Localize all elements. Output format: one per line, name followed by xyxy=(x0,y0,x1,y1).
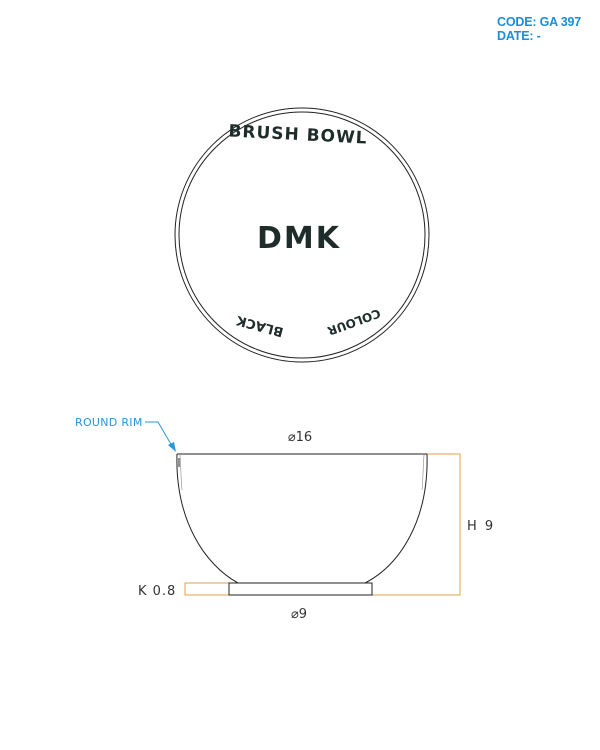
foot-dimension-line xyxy=(184,582,229,596)
bottom-right-handwritten-text: COLOUR xyxy=(326,306,383,338)
inner-profile-left xyxy=(179,454,183,491)
height-label: H 9 xyxy=(467,519,495,534)
top-diameter-label: ⌀16 xyxy=(288,430,312,445)
inner-profile-right xyxy=(421,454,425,491)
inner-rim-circle xyxy=(178,111,426,359)
foot-ring xyxy=(228,582,373,596)
bottom-diameter-label: ⌀9 xyxy=(291,607,307,622)
code-label: CODE: GA 397 xyxy=(497,15,581,29)
callout-arrowhead xyxy=(168,442,176,452)
outer-rim-circle xyxy=(174,107,430,363)
title-block: CODE: GA 397 DATE: - xyxy=(497,15,581,43)
center-handwritten-text: DMK xyxy=(257,221,341,256)
top-handwritten-text: BRUSH BOWL xyxy=(228,121,368,148)
top-view: BRUSH BOWL DMK BLACK COLOUR xyxy=(174,107,430,363)
foot-label: K 0.8 xyxy=(138,584,176,599)
round-rim-callout: ROUND RIM xyxy=(75,416,143,429)
date-label: DATE: - xyxy=(497,29,541,43)
bottom-left-handwritten-text: BLACK xyxy=(234,312,285,339)
height-dimension-line xyxy=(372,453,461,596)
side-view: ROUND RIM ⌀16 H 9 K 0.8 ⌀9 xyxy=(75,416,495,622)
callout-leader xyxy=(145,421,173,447)
bowl-profile xyxy=(176,453,428,584)
